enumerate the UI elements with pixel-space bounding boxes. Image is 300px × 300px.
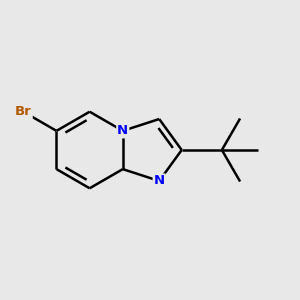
Text: N: N	[154, 175, 165, 188]
Text: Br: Br	[15, 105, 32, 118]
Text: N: N	[117, 124, 128, 137]
